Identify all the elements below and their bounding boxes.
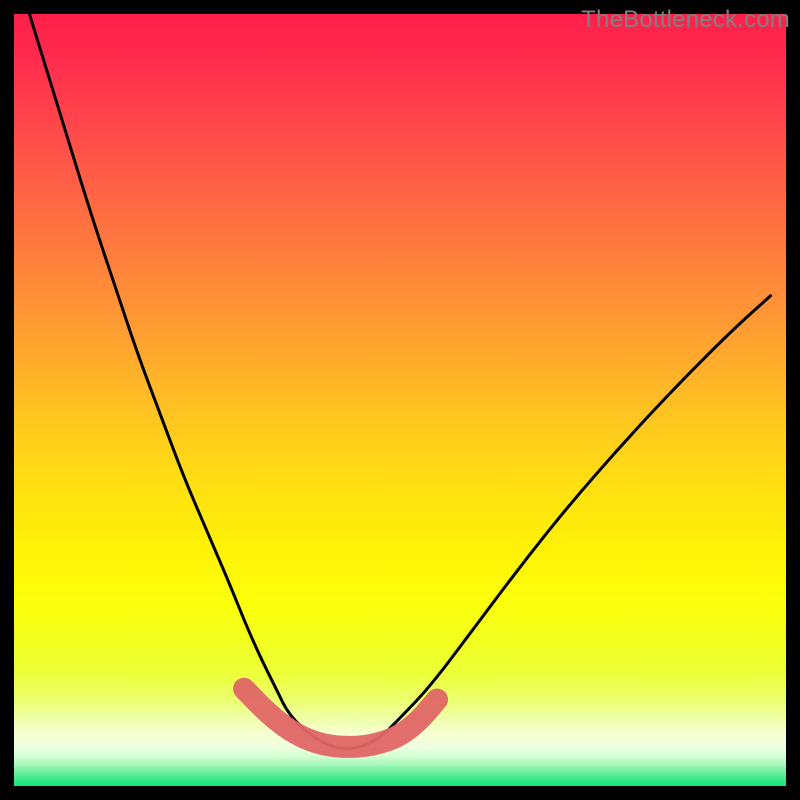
bottleneck-chart	[0, 0, 800, 800]
gradient-background	[14, 14, 786, 786]
